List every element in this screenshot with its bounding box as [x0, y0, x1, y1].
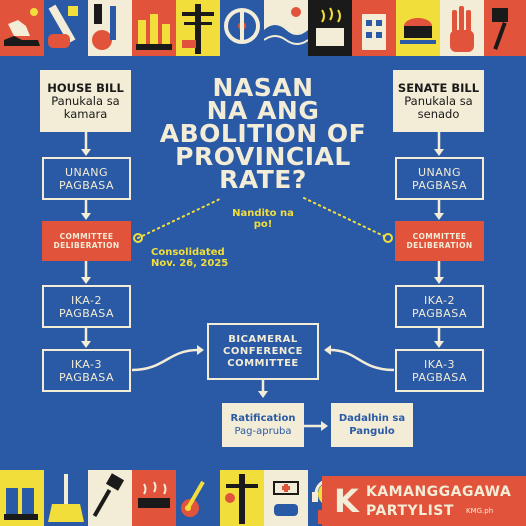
pot-steam-icon	[308, 0, 352, 56]
nurse-icon	[264, 470, 308, 526]
senate-step-second-reading: IKA-2 PAGBASA	[395, 285, 484, 328]
step-label: COMMITTEE	[59, 232, 114, 241]
house-bill-subtitle: Panukala sa	[51, 93, 120, 108]
senate-bill-subtitle: Panukala sa	[404, 93, 473, 108]
house-step-third-reading: IKA-3 PAGBASA	[42, 349, 131, 392]
house-bill-subtitle: kamara	[63, 106, 108, 121]
page-title: NASAN NA ANG ABOLITION OF PROVINCIAL RAT…	[150, 73, 376, 194]
broom-icon	[44, 470, 88, 526]
consolidated-note: Consolidated Nov. 26, 2025	[151, 247, 241, 269]
senate-step-committee: COMMITTEE DELIBERATION	[395, 221, 484, 261]
bicam-label: CONFERENCE	[223, 345, 303, 357]
ratification-label: Ratification	[230, 413, 296, 424]
step-label: COMMITTEE	[412, 232, 467, 241]
title-line: PROVINCIAL	[175, 142, 351, 171]
senate-bill-header: SENATE BILL Panukala sa senado	[393, 70, 484, 132]
house-step-first-reading: UNANG PAGBASA	[42, 157, 131, 200]
step-label: PAGBASA	[411, 306, 468, 320]
building-icon	[352, 0, 396, 56]
bottom-decor-band	[0, 470, 526, 526]
current-stage-note: Nandito na po!	[232, 208, 294, 230]
step-label: PAGBASA	[58, 370, 115, 384]
bicameral-committee-box: BICAMERAL CONFERENCE COMMITTEE	[207, 323, 319, 380]
president-label: Dadalhin sa	[338, 413, 406, 424]
food-tray-icon	[396, 0, 440, 56]
president-box: Dadalhin sa Pangulo	[331, 403, 413, 447]
utility-pole-icon	[176, 0, 220, 56]
consolidated-date: Nov. 26, 2025	[151, 258, 229, 269]
title-line: ABOLITION OF	[159, 119, 367, 148]
consolidated-label: Consolidated	[151, 247, 225, 258]
brand-block: K KAMANGGAGAWA PARTYLIST KMG.ph	[322, 476, 526, 526]
welding-icon	[176, 470, 220, 526]
wrench-hand-icon	[44, 0, 88, 56]
step-label: PAGBASA	[411, 178, 468, 192]
bicam-label: BICAMERAL	[228, 333, 298, 345]
factory-icon	[132, 0, 176, 56]
senate-bill-subtitle: senado	[417, 106, 460, 121]
house-bill-header: HOUSE BILL Panukala sa kamara	[40, 70, 131, 132]
ratification-sublabel: Pag-apruba	[234, 426, 292, 437]
step-label: IKA-3	[70, 357, 102, 371]
step-label: DELIBERATION	[53, 241, 120, 250]
step-label: PAGBASA	[58, 306, 115, 320]
brand-name-line1: KAMANGGAGAWA	[366, 484, 512, 500]
brand-logo: K	[334, 482, 359, 520]
steering-wheel-icon	[220, 0, 264, 56]
boots-icon	[0, 470, 44, 526]
step-label: IKA-3	[423, 357, 455, 371]
senate-step-first-reading: UNANG PAGBASA	[395, 157, 484, 200]
house-step-committee: COMMITTEE DELIBERATION	[42, 221, 131, 261]
wave-icon	[264, 0, 308, 56]
house-bill-title: HOUSE BILL	[47, 80, 124, 95]
president-label: Pangulo	[349, 426, 395, 437]
step-label: PAGBASA	[411, 370, 468, 384]
ratification-box: Ratification Pag-apruba	[222, 403, 304, 447]
step-label: UNANG	[64, 165, 109, 179]
title-line: RATE?	[219, 165, 307, 194]
step-label: PAGBASA	[58, 178, 115, 192]
tools-icon	[88, 0, 132, 56]
title-line: NA ANG	[206, 96, 320, 125]
shoe-icon	[0, 0, 44, 56]
senate-step-third-reading: IKA-3 PAGBASA	[395, 349, 484, 392]
house-step-second-reading: IKA-2 PAGBASA	[42, 285, 131, 328]
hand-icon	[440, 0, 484, 56]
title-line: NASAN	[212, 73, 314, 102]
step-label: IKA-2	[70, 293, 102, 307]
grill-icon	[132, 470, 176, 526]
brand-handle: KMG.ph	[466, 507, 494, 515]
top-decor-band	[0, 0, 526, 56]
step-label: UNANG	[417, 165, 462, 179]
bicam-label: COMMITTEE	[227, 357, 299, 369]
brand-name-line2: PARTYLIST	[366, 503, 454, 519]
power-line-icon	[220, 470, 264, 526]
spatula-icon	[484, 0, 526, 56]
step-label: DELIBERATION	[406, 241, 473, 250]
senate-bill-title: SENATE BILL	[397, 80, 480, 95]
spatula-icon	[88, 470, 132, 526]
step-label: IKA-2	[423, 293, 455, 307]
